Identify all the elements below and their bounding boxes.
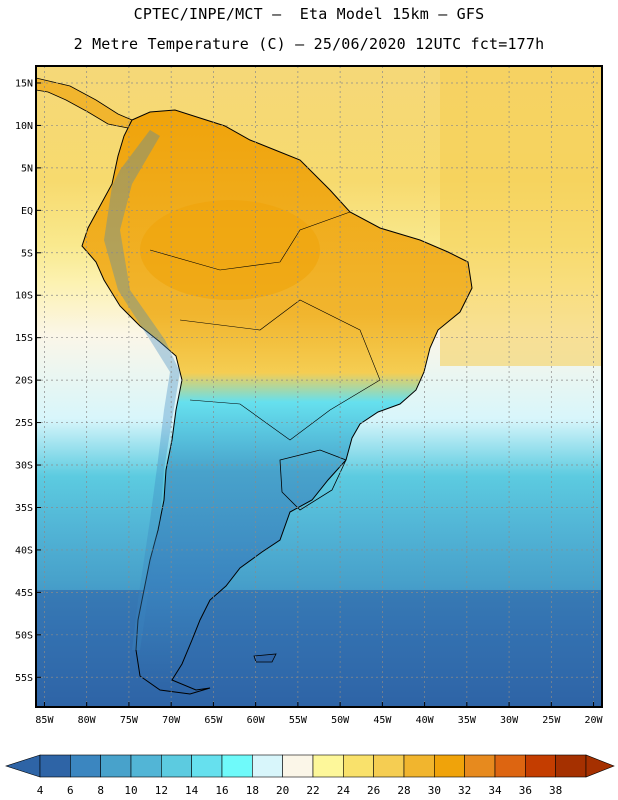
colorbar-swatch xyxy=(494,754,526,778)
colorbar-label: 24 xyxy=(337,784,351,797)
colorbar-swatch xyxy=(100,754,132,778)
longitude-labels: 85W 80W 75W 70W 65W 60W 55W 50W 45W 40W 35W 30W 25W 2… xyxy=(35,702,604,726)
lon-tick-label: 25W xyxy=(542,715,561,726)
lat-tick-label: 10S xyxy=(15,291,33,302)
map-subtitle: 2 Metre Temperature (C) – 25/06/2020 12U… xyxy=(73,35,545,53)
colorbar-swatch xyxy=(39,754,71,778)
lat-tick-label: 45S xyxy=(15,588,33,599)
map-gridlines xyxy=(36,66,602,707)
colorbar-swatch xyxy=(130,754,162,778)
colorbar-swatch xyxy=(252,754,283,778)
lat-tick-label: 30S xyxy=(15,461,33,472)
lat-tick-label: 5S xyxy=(21,248,33,259)
lon-tick-label: 45W xyxy=(373,715,392,726)
lon-tick-label: 30W xyxy=(500,715,519,726)
lon-tick-label: 40W xyxy=(416,715,435,726)
colorbar-label: 12 xyxy=(155,784,168,797)
lon-tick-label: 80W xyxy=(78,715,97,726)
lon-tick-label: 85W xyxy=(35,715,54,726)
colorbar-swatch xyxy=(161,754,192,778)
colorbar-label: 26 xyxy=(367,784,380,797)
colorbar-label: 18 xyxy=(246,784,259,797)
colorbar-label: 10 xyxy=(124,784,137,797)
lon-tick-label: 35W xyxy=(458,715,477,726)
central-america-land xyxy=(36,77,133,129)
lon-tick-label: 60W xyxy=(247,715,266,726)
lat-tick-label: 20S xyxy=(15,376,33,387)
lat-tick-label: 5N xyxy=(21,163,33,174)
colorbar-swatch xyxy=(191,754,223,778)
lon-tick-label: 65W xyxy=(204,715,223,726)
lat-tick-label: EQ xyxy=(21,206,33,217)
map-frame xyxy=(35,65,603,708)
colorbar-swatch xyxy=(403,754,435,778)
lat-tick-label: 10N xyxy=(15,121,33,132)
colorbar-swatch xyxy=(464,754,496,778)
colorbar-label: 28 xyxy=(397,784,410,797)
colorbar-swatch xyxy=(525,754,556,778)
lat-tick-label: 15S xyxy=(15,333,33,344)
lat-tick-label: 15N xyxy=(15,78,33,89)
colorbar-label: 20 xyxy=(276,784,289,797)
lon-tick-label: 55W xyxy=(289,715,308,726)
colorbar-label: 16 xyxy=(215,784,228,797)
lon-tick-label: 20W xyxy=(585,715,604,726)
latitude-labels: 15N 10N 5N EQ 5S 10S 15S 20S 25S 30S 35S 40S 45S 50S 5… xyxy=(15,78,41,684)
temperature-colorbar: 4 6 8 10 12 14 16 18 20 22 24 26 28 30 32 34 36 38 xyxy=(5,754,615,797)
colorbar-label: 4 xyxy=(37,784,44,797)
lat-tick-label: 25S xyxy=(15,418,33,429)
colorbar-swatch xyxy=(343,754,374,778)
colorbar-swatch xyxy=(221,754,253,778)
colorbar-swatch xyxy=(434,754,465,778)
lon-tick-label: 70W xyxy=(162,715,181,726)
colorbar-swatch xyxy=(312,754,344,778)
lon-tick-label: 75W xyxy=(120,715,139,726)
colorbar-swatch xyxy=(282,754,314,778)
lat-tick-label: 50S xyxy=(15,630,33,641)
colorbar-label: 22 xyxy=(306,784,319,797)
colorbar-label: 38 xyxy=(549,784,562,797)
colorbar-swatch xyxy=(373,754,405,778)
colorbar-swatch xyxy=(555,754,587,778)
lat-tick-label: 40S xyxy=(15,545,33,556)
colorbar-low-arrow xyxy=(5,754,41,778)
colorbar-label: 6 xyxy=(67,784,74,797)
falklands-land xyxy=(253,653,277,663)
lon-tick-label: 50W xyxy=(331,715,350,726)
colorbar-label: 30 xyxy=(428,784,441,797)
colorbar-swatch xyxy=(70,754,101,778)
colorbar-label: 14 xyxy=(185,784,199,797)
colorbar-label: 8 xyxy=(97,784,104,797)
colorbar-label: 34 xyxy=(488,784,502,797)
colorbar-label: 32 xyxy=(458,784,471,797)
colorbar-high-arrow xyxy=(585,754,615,778)
map-title: CPTEC/INPE/MCT – Eta Model 15km – GFS xyxy=(133,5,485,23)
lat-tick-label: 35S xyxy=(15,503,33,514)
colorbar-label: 36 xyxy=(519,784,532,797)
lat-tick-label: 55S xyxy=(15,673,33,684)
map-plot-area xyxy=(36,66,602,707)
